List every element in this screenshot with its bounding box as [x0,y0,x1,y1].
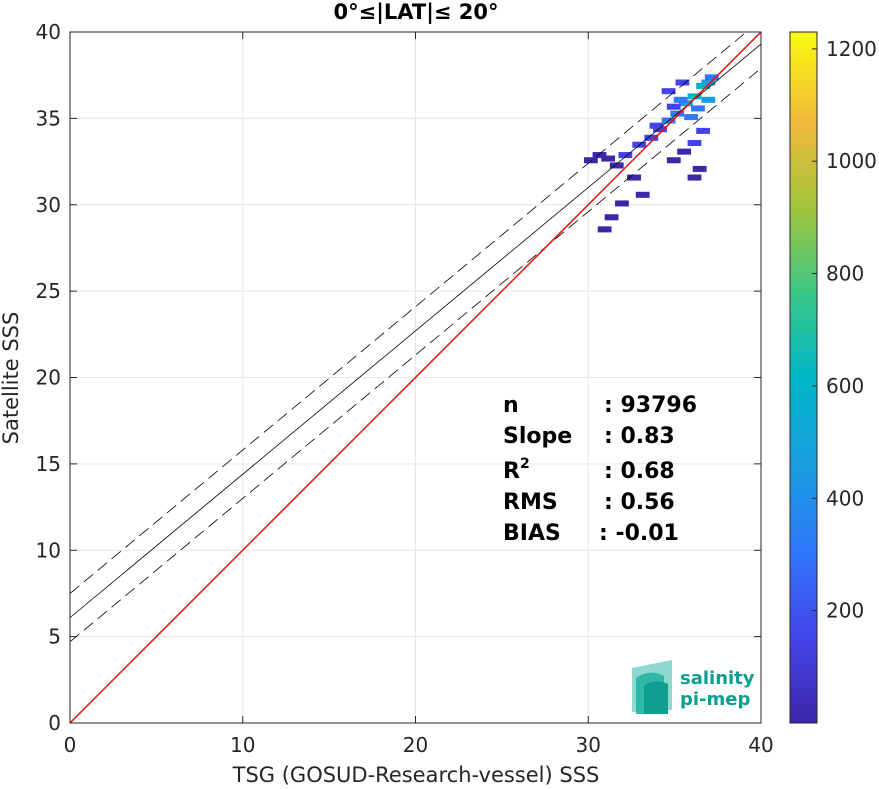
colorbar [789,31,818,724]
y-tick-label: 35 [36,106,61,130]
density-cell [592,152,607,159]
x-tick-label: 40 [748,733,773,757]
y-tick-label: 0 [48,711,61,735]
density-cell [687,93,702,100]
density-cell [696,127,711,134]
density-cell [666,103,681,110]
y-tick-label: 20 [36,366,61,390]
density-cell [644,134,659,141]
density-cell [597,226,612,233]
y-axis-ticks: 0 5 10 15 20 25 30 35 40 [36,20,761,735]
density-cell [673,96,688,103]
stat-value: : 0.83 [604,424,675,449]
x-tick-label: 10 [230,733,255,757]
logo-line-2: pi-mep [680,689,750,710]
stat-label: Slope [503,424,572,449]
density-cell [615,200,629,207]
x-tick-label: 0 [64,733,77,757]
y-tick-label: 15 [36,452,61,476]
regression-lines [69,31,762,724]
density-cell [609,162,624,169]
colorbar-ticks: 200 400 600 800 1000 1200 [812,37,877,623]
x-axis-label: TSG (GOSUD-Research-vessel) SSS [232,763,600,787]
chart-title: 0°≤|LAT|≤ 20° [333,0,498,25]
density-cell [666,157,681,164]
fit-line [69,43,762,618]
y-tick-label: 40 [36,20,61,44]
colorbar-tick-label: 800 [826,262,864,286]
stat-label: BIAS [503,521,561,546]
logo-wave-icon [632,660,672,714]
density-cell [618,152,633,159]
density-cell [601,155,616,162]
density-cell [704,74,719,81]
stat-label: R2 [503,456,530,484]
fit-lower-line [69,67,762,643]
stat-value: : -0.01 [599,521,679,546]
density-cell [692,165,707,172]
stat-label: RMS [503,490,558,515]
x-tick-label: 20 [403,733,428,757]
stats-box: n : 93796 Slope : 0.83 R2 : 0.68 RMS : 0.56 BIAS… [503,393,697,546]
density-cell [627,174,641,181]
y-tick-label: 5 [48,625,61,649]
stat-label: n [503,393,519,418]
y-tick-label: 30 [36,193,61,217]
y-axis-label: Satellite SSS [0,312,23,445]
logo-line-1: salinity [680,668,755,689]
density-cell [691,105,705,112]
density-cell [684,114,698,121]
stat-value: : 0.56 [604,490,675,515]
density-cell [701,96,716,103]
density-cell [661,88,676,95]
x-axis-ticks: 0 10 20 30 40 [64,32,774,757]
density-cell [687,174,702,181]
density-cell [635,191,650,198]
identity-line [69,31,762,724]
stat-value: : 93796 [604,393,697,418]
x-tick-label: 30 [576,733,601,757]
density-cell [653,126,667,133]
salinity-pi-mep-logo: salinity pi-mep [632,660,755,714]
stat-superscript: 2 [520,456,530,472]
y-tick-label: 10 [36,538,61,562]
colorbar-tick-label: 400 [826,486,864,510]
density-cell [687,139,702,147]
density-cell [604,214,619,221]
heatmap [583,74,719,233]
density-cell [677,148,692,155]
stat-value: : 0.68 [604,459,675,484]
y-tick-label: 25 [36,279,61,303]
density-cell [701,79,716,86]
colorbar-tick-label: 1000 [826,149,877,173]
colorbar-tick-label: 1200 [826,37,877,61]
density-cell [678,100,693,107]
density-cell [649,122,664,129]
colorbar-tick-label: 200 [826,599,864,623]
density-cell [696,82,711,90]
colorbar-tick-label: 600 [826,374,864,398]
fit-upper-line [69,31,747,594]
density-cell [675,79,690,86]
density-cell [583,157,598,164]
